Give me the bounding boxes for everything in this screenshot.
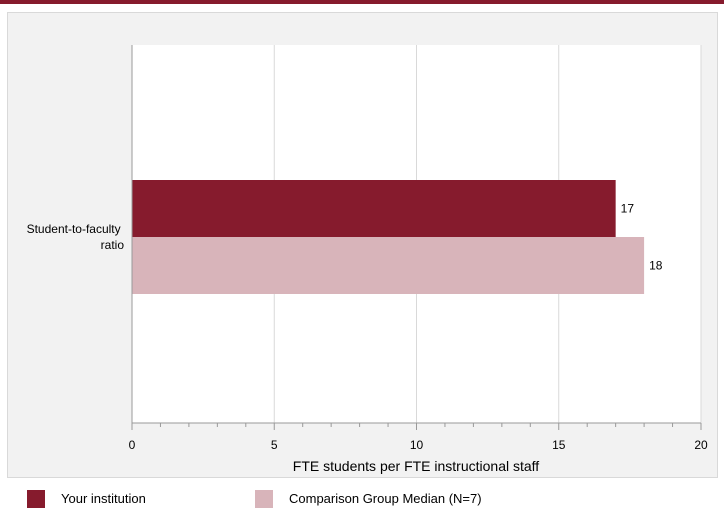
x-tick-label: 0 [129, 438, 136, 452]
bar-comparison-group [132, 237, 645, 294]
category-label-line-2: ratio [101, 238, 125, 252]
x-axis-title: FTE students per FTE instructional staff [293, 458, 540, 474]
x-tick-label: 15 [552, 438, 566, 452]
category-label-line-1: Student-to-faculty [27, 222, 121, 236]
legend-swatch-comparison-group [255, 490, 273, 508]
bar-your-institution [132, 180, 616, 237]
axis-layer: 0 5 10 15 20 [129, 45, 708, 452]
x-tick-label: 5 [271, 438, 278, 452]
data-label-your-institution: 17 [621, 202, 635, 216]
x-tick-label: 20 [694, 438, 708, 452]
category-label: Student-to-faculty ratio [27, 222, 125, 252]
legend-label-comparison-group: Comparison Group Median (N=7) [289, 491, 482, 506]
x-tick-label: 10 [410, 438, 424, 452]
data-label-comparison-group: 18 [649, 259, 663, 273]
legend-label-your-institution: Your institution [61, 491, 146, 506]
legend: Your institution Comparison Group Median… [0, 484, 724, 508]
legend-swatch-your-institution [27, 490, 45, 508]
top-accent-bar [0, 0, 724, 4]
